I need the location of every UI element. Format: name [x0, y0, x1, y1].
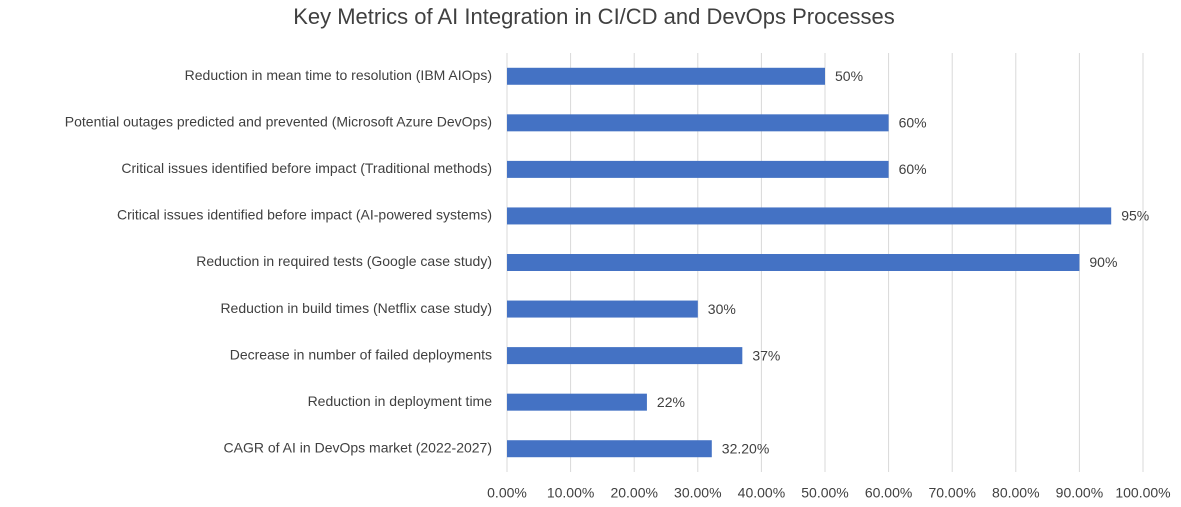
x-tick-label: 80.00% [992, 485, 1039, 501]
bar [507, 347, 743, 365]
bar [507, 393, 647, 411]
value-label: 90% [1089, 254, 1117, 270]
value-label: 30% [708, 301, 736, 317]
y-tick-label: Reduction in deployment time [308, 393, 493, 409]
value-label: 32.20% [722, 440, 769, 456]
value-label: 60% [899, 115, 927, 131]
y-tick-label: Reduction in mean time to resolution (IB… [185, 67, 492, 83]
y-tick-label: Reduction in build times (Netflix case s… [220, 300, 492, 316]
chart-title: Key Metrics of AI Integration in CI/CD a… [293, 4, 895, 29]
x-tick-label: 30.00% [674, 485, 721, 501]
value-label: 60% [899, 161, 927, 177]
x-tick-label: 20.00% [610, 485, 657, 501]
x-tick-label: 60.00% [865, 485, 912, 501]
y-tick-label: CAGR of AI in DevOps market (2022-2027) [224, 439, 492, 455]
y-tick-label: Critical issues identified before impact… [117, 207, 492, 223]
x-tick-label: 100.00% [1115, 485, 1170, 501]
bar [507, 160, 889, 178]
y-tick-label: Decrease in number of failed deployments [230, 346, 492, 362]
bar [507, 440, 712, 458]
bar [507, 254, 1080, 271]
x-tick-label: 0.00% [487, 485, 527, 501]
x-tick-label: 50.00% [801, 485, 848, 501]
value-label: 22% [657, 394, 685, 410]
value-label: 37% [752, 347, 780, 363]
x-tick-label: 10.00% [547, 485, 594, 501]
bar [507, 300, 698, 318]
bar [507, 114, 889, 132]
bar [507, 207, 1112, 225]
y-tick-label: Reduction in required tests (Google case… [196, 253, 492, 269]
x-tick-label: 70.00% [928, 485, 975, 501]
x-tick-label: 90.00% [1056, 485, 1103, 501]
bar [507, 67, 825, 85]
y-tick-label: Critical issues identified before impact… [121, 160, 492, 176]
value-label: 95% [1121, 208, 1149, 224]
y-tick-label: Potential outages predicted and prevente… [65, 114, 492, 130]
value-label: 50% [835, 68, 863, 84]
x-tick-label: 40.00% [738, 485, 785, 501]
